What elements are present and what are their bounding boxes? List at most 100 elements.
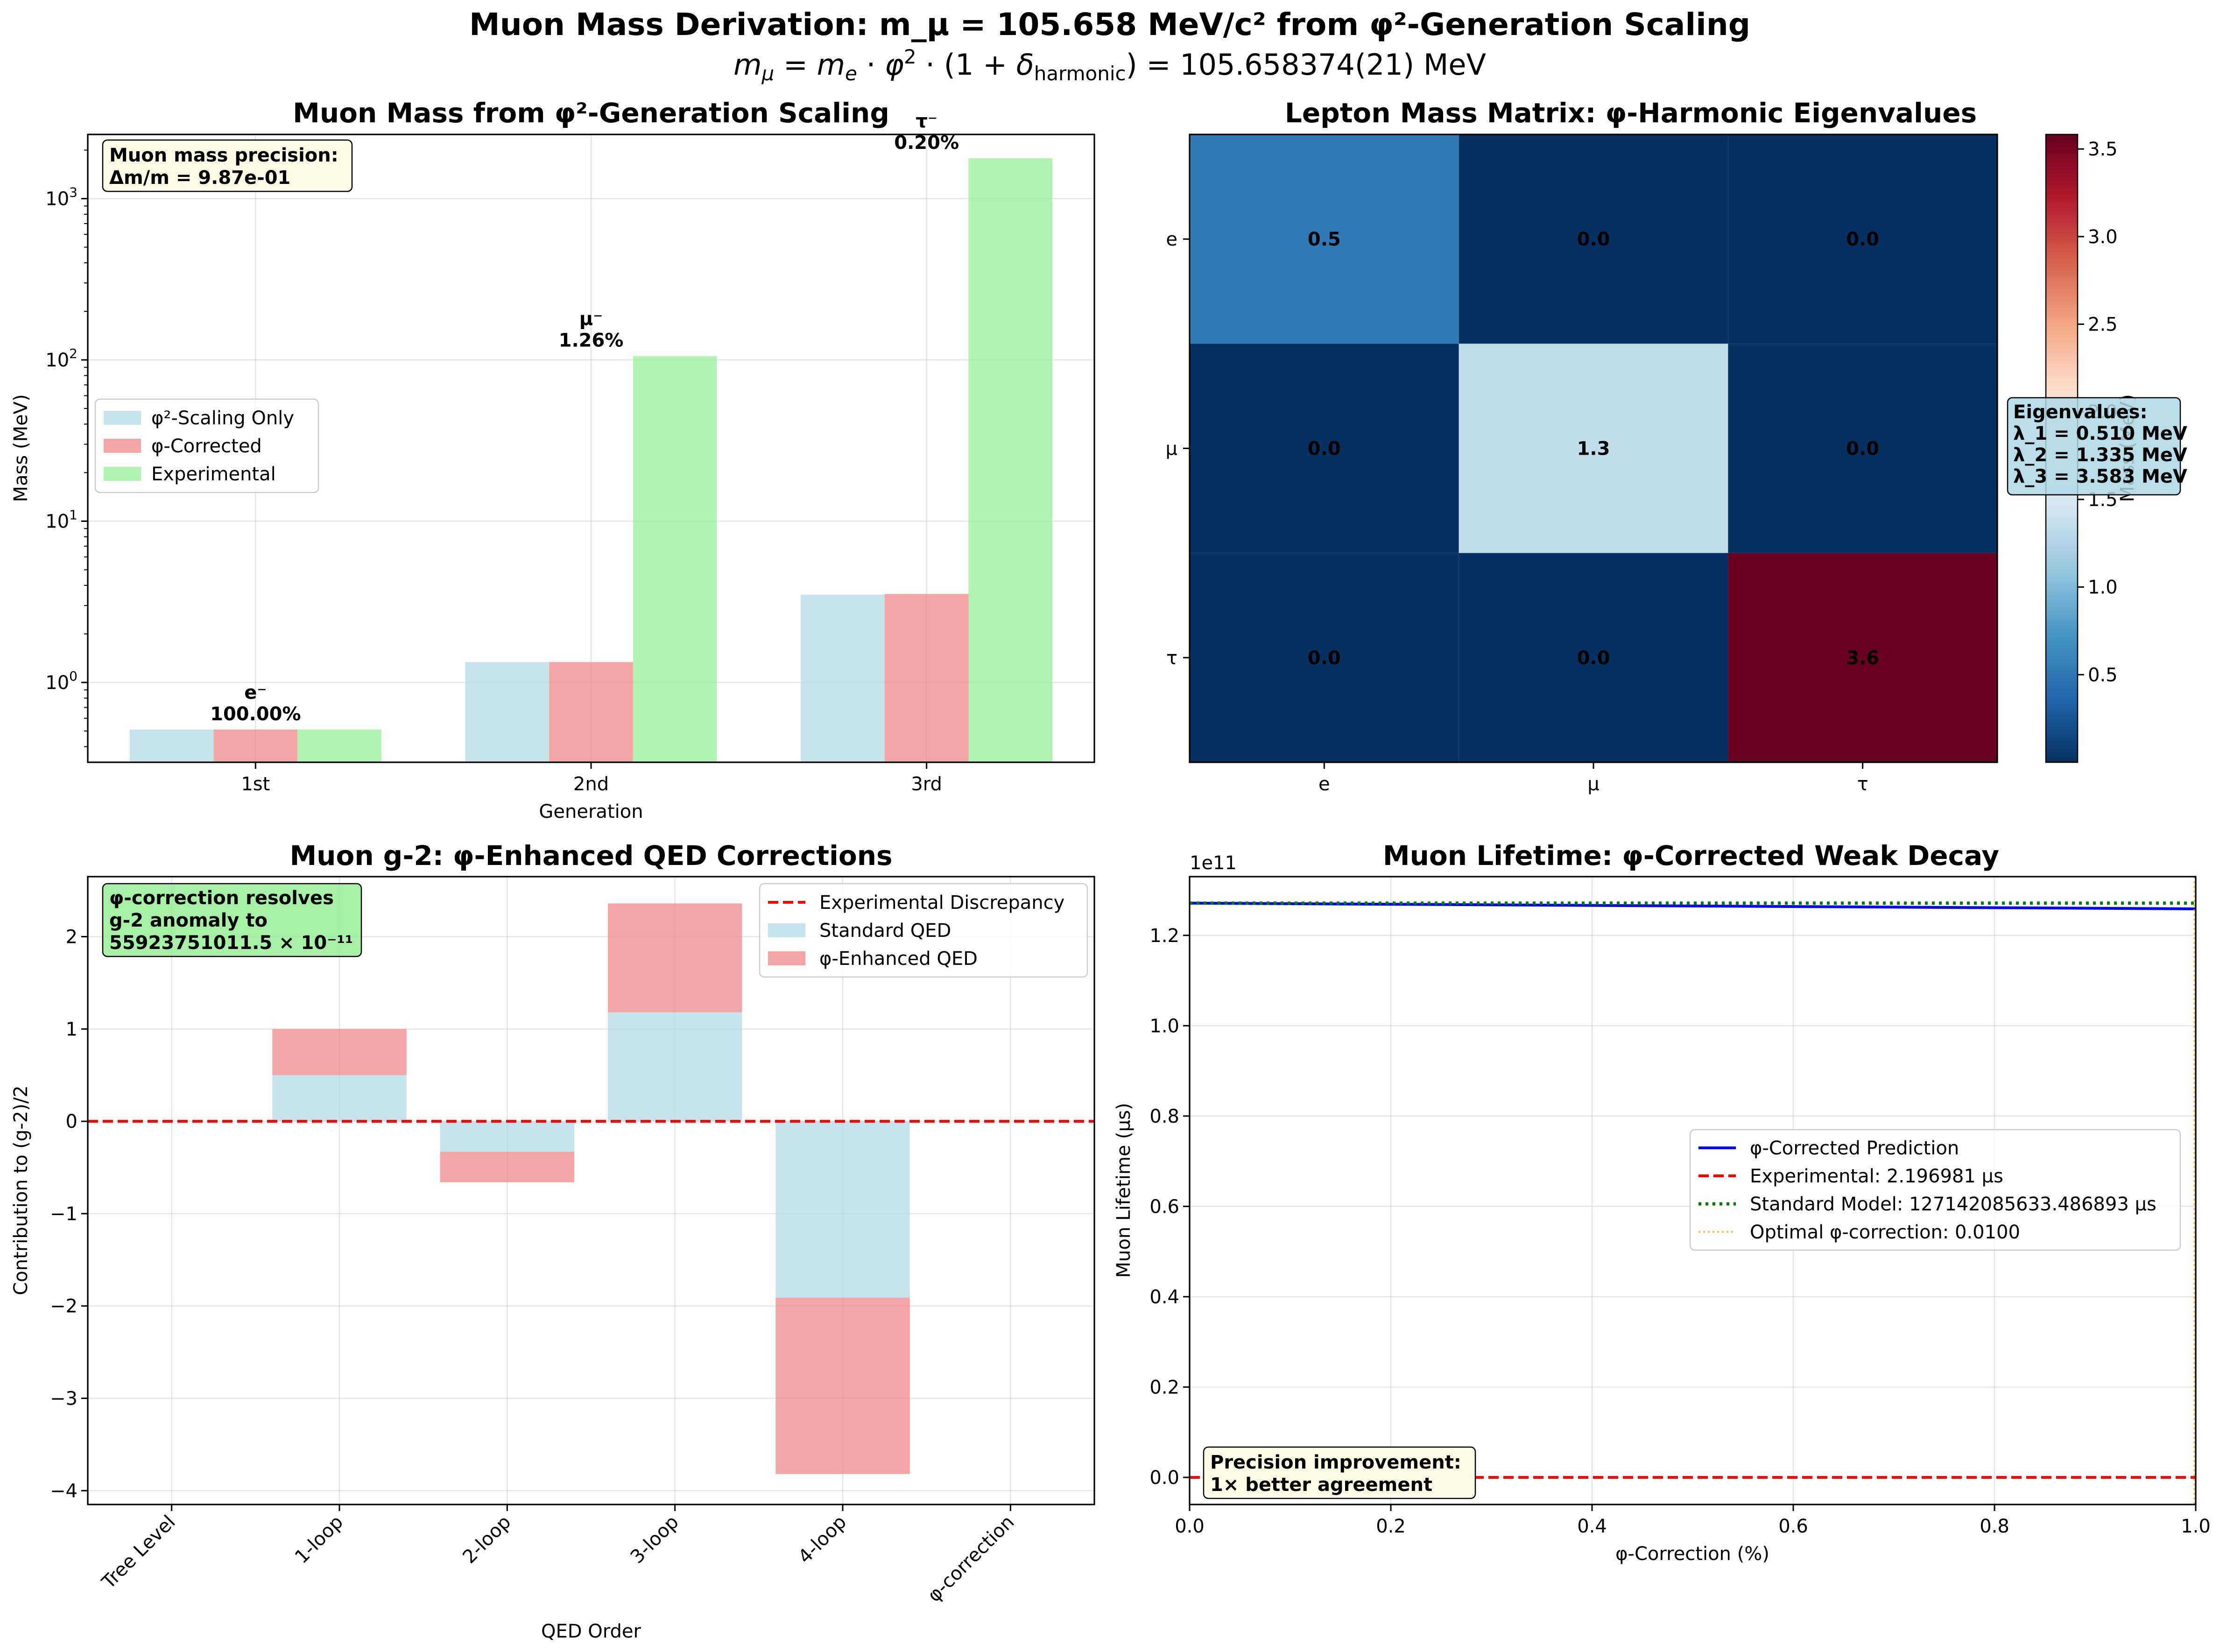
muon-mass-bar-1-3rd [801, 594, 885, 762]
g2-xtick-label: φ-correction [923, 1511, 1019, 1607]
g2-bar-standard-2-loop [440, 1121, 575, 1152]
heatmap-cell-μ-μ [1459, 344, 1728, 553]
svg-text:1× better agreement: 1× better agreement [1210, 1474, 1432, 1496]
muon-mass-bar-3-1st [297, 729, 381, 762]
muon-mass-annotation: Muon mass precision: Δm/m = 9.87e-01 [102, 139, 353, 192]
g2-bars [272, 903, 910, 1474]
heatmap-cell-μ-e [1190, 344, 1459, 553]
g2-xtick-label: 4-loop [794, 1511, 851, 1568]
svg-text:Experimental: 2.196981 μs: Experimental: 2.196981 μs [1750, 1166, 2003, 1187]
muon-mass-bar-particle: μ⁻ [579, 309, 603, 330]
heatmap-cell-label: 0.0 [1577, 647, 1610, 669]
colorbar-tick-label: 3.0 [2088, 226, 2118, 248]
muon-mass-bar-labels: e⁻100.00% μ⁻1.26% τ⁻0.20% [210, 111, 959, 725]
lifetime-ytick-label: 0.0 [1149, 1467, 1179, 1489]
svg-text:55923751011.5 × 10⁻¹¹: 55923751011.5 × 10⁻¹¹ [109, 932, 353, 954]
lifetime-annotation: Precision improvement: 1× better agreeme… [1203, 1446, 1476, 1499]
g2-bar-enhanced-4-loop [775, 1297, 910, 1474]
lepton-matrix-ticks: e μ τ e μ τ [1166, 229, 1868, 795]
svg-text:Δm/m = 9.87e-01: Δm/m = 9.87e-01 [109, 167, 290, 189]
g2-title: Muon g-2: φ-Enhanced QED Corrections [289, 840, 892, 872]
svg-text:φ²-Scaling Only: φ²-Scaling Only [151, 408, 294, 429]
g2-panel: Muon g-2: φ-Enhanced QED Corrections −4 −… [10, 840, 1095, 1642]
legend-swatch-phi2 [104, 411, 141, 425]
heatmap-col-label: τ [1857, 773, 1868, 795]
svg-text:φ-Corrected Prediction: φ-Corrected Prediction [1750, 1138, 1959, 1159]
muon-mass-xlabel: Generation [539, 801, 643, 822]
lifetime-offset-label: 1e11 [1190, 852, 1237, 874]
muon-mass-bar-pct: 1.26% [559, 330, 624, 351]
lifetime-xtick-label: 0.0 [1175, 1516, 1205, 1537]
lepton-matrix-cells: 0.5 0.0 0.0 0.0 1.3 0.0 0.0 0.0 3.6 [1190, 134, 1997, 762]
legend-swatch-phi-corrected [104, 439, 141, 453]
lifetime-legend: φ-Corrected Prediction Experimental: 2.1… [1689, 1129, 2181, 1251]
svg-text:Optimal φ-correction: 0.0100: Optimal φ-correction: 0.0100 [1750, 1222, 2020, 1243]
heatmap-cell-e-e [1190, 134, 1459, 344]
g2-legend: Experimental Discrepancy Standard QED φ-… [759, 883, 1088, 978]
heatmap-cell-label: 0.0 [1577, 229, 1610, 250]
muon-mass-bar-2-2nd [549, 662, 633, 762]
heatmap-cell-label: 0.5 [1308, 229, 1341, 250]
colorbar-tick-label: 0.5 [2088, 664, 2118, 686]
heatmap-row-label: e [1166, 229, 1177, 250]
colorbar-tick-label: 1.0 [2088, 577, 2118, 598]
muon-mass-bar-pct: 100.00% [210, 703, 301, 725]
g2-bar-standard-4-loop [775, 1121, 910, 1298]
g2-xlabel: QED Order [541, 1621, 641, 1642]
colorbar-tick-label: 2.5 [2088, 314, 2118, 336]
heatmap-cell-label: 3.6 [1846, 647, 1879, 669]
svg-text:Standard Model: 127142085633.4: Standard Model: 127142085633.486893 μs [1750, 1194, 2157, 1215]
muon-mass-bar-1-2nd [465, 662, 550, 762]
svg-text:φ-correction resolves: φ-correction resolves [109, 887, 334, 909]
g2-bar-standard-1-loop [272, 1075, 407, 1122]
svg-text:φ-Enhanced QED: φ-Enhanced QED [819, 948, 978, 970]
g2-ytick-label: −2 [50, 1296, 78, 1317]
muon-mass-ytick-label: 102 [45, 346, 78, 371]
lepton-matrix-panel: Lepton Mass Matrix: φ-Harmonic Eigenvalu… [1166, 97, 2187, 795]
muon-mass-ytick-label: 100 [45, 668, 78, 694]
svg-text:Standard QED: Standard QED [819, 920, 951, 942]
g2-ytick-label: 0 [66, 1111, 78, 1132]
g2-bar-enhanced-3-loop [607, 903, 742, 1012]
heatmap-col-label: μ [1587, 773, 1599, 795]
svg-text:λ_3 = 3.583 MeV: λ_3 = 3.583 MeV [2013, 466, 2187, 487]
svg-text:g-2 anomaly to: g-2 anomaly to [109, 910, 268, 931]
svg-text:Experimental: Experimental [151, 464, 276, 485]
g2-axes-frame [87, 876, 1095, 1505]
heatmap-col-label: e [1318, 773, 1330, 795]
lifetime-ytick-label: 0.4 [1149, 1286, 1179, 1308]
muon-mass-bar-pct: 0.20% [894, 132, 959, 154]
g2-xtick-label: 2-loop [458, 1511, 515, 1568]
svg-text:λ_1 = 0.510 MeV: λ_1 = 0.510 MeV [2013, 423, 2187, 444]
lifetime-title: Muon Lifetime: φ-Corrected Weak Decay [1383, 840, 1999, 872]
svg-text:Muon mass precision:: Muon mass precision: [109, 145, 338, 166]
lifetime-xtick-label: 0.2 [1376, 1516, 1406, 1537]
muon-mass-legend: φ²-Scaling Only φ-Corrected Experimental [94, 398, 319, 493]
g2-ytick-label: −4 [50, 1480, 78, 1502]
g2-ytick-label: 2 [66, 927, 78, 948]
muon-mass-title: Muon Mass from φ²-Generation Scaling [293, 97, 889, 129]
g2-ylabel: Contribution to (g-2)/2 [10, 1085, 32, 1295]
g2-xtick-label: Tree Level [98, 1511, 180, 1594]
muon-mass-bar-3-2nd [633, 356, 717, 762]
muon-mass-ylabel: Mass (MeV) [10, 394, 32, 502]
muon-mass-bar-1-1st [129, 729, 214, 762]
svg-text:φ-Corrected: φ-Corrected [151, 436, 262, 457]
heatmap-cell-τ-μ [1459, 553, 1728, 762]
muon-mass-ytick-label: 101 [45, 507, 78, 533]
muon-mass-xtick-label: 2nd [573, 773, 609, 795]
heatmap-cell-label: 0.0 [1846, 229, 1879, 250]
g2-ytick-label: −1 [50, 1203, 78, 1225]
lifetime-xtick-label: 1.0 [2181, 1516, 2211, 1537]
g2-bar-enhanced-2-loop [440, 1152, 575, 1182]
muon-mass-panel: Muon Mass from φ²-Generation Scaling e⁻1… [10, 97, 1095, 822]
muon-mass-bar-2-3rd [884, 594, 969, 762]
lifetime-xtick-label: 0.6 [1778, 1516, 1808, 1537]
lifetime-ytick-label: 0.6 [1149, 1196, 1179, 1217]
muon-mass-xtick-label: 1st [241, 773, 270, 795]
legend-swatch-experimental [104, 467, 141, 481]
lifetime-ytick-label: 0.2 [1149, 1377, 1179, 1398]
lifetime-axes-frame [1189, 876, 2197, 1505]
lifetime-panel: Muon Lifetime: φ-Corrected Weak Decay 0.… [1113, 840, 2211, 1565]
